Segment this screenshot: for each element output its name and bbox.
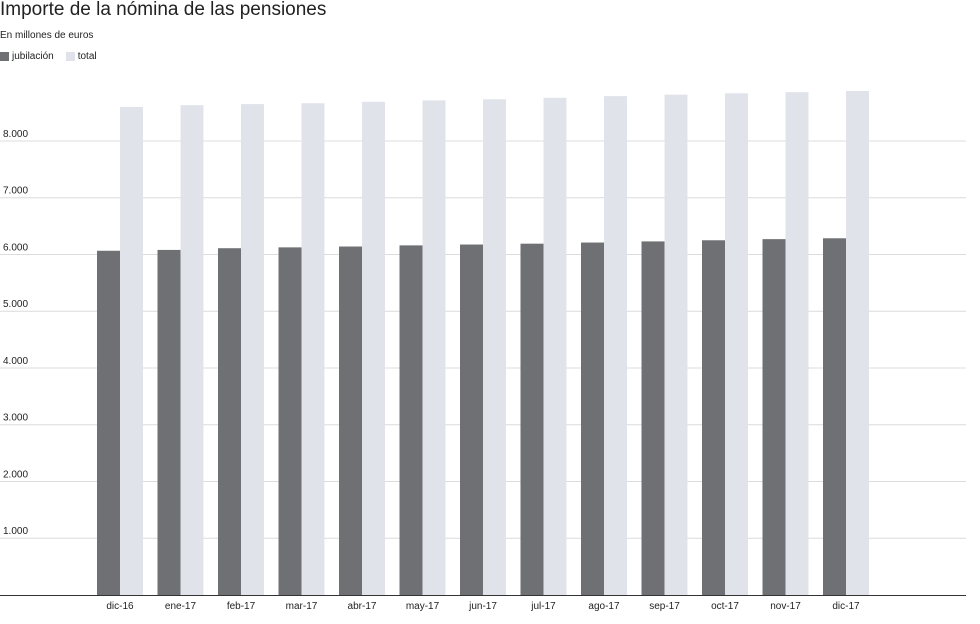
bar-jubilacion <box>520 243 544 596</box>
bar-jubilacion <box>762 239 786 595</box>
y-tick-label: 2.000 <box>3 469 28 480</box>
y-tick-label: 4.000 <box>3 356 28 367</box>
chart-legend: jubilación total <box>0 51 109 62</box>
bar-total <box>543 97 567 595</box>
bar-jubilacion <box>97 250 120 595</box>
legend-item-jubilacion: jubilación <box>0 51 54 62</box>
bar-jubilacion <box>339 246 362 595</box>
bar-total <box>120 106 143 595</box>
legend-swatch-jubilacion <box>0 52 9 61</box>
bar-total <box>725 93 748 596</box>
bar-total <box>301 103 325 596</box>
y-tick-label: 3.000 <box>3 413 28 424</box>
bar-jubilacion <box>702 240 725 595</box>
y-tick-label: 7.000 <box>3 186 28 197</box>
y-tick-label: 5.000 <box>3 299 28 310</box>
bar-total <box>483 99 506 595</box>
bar-total <box>604 96 627 596</box>
bar-jubilacion <box>218 248 241 595</box>
x-tick-label: may-17 <box>406 601 440 612</box>
x-tick-label: feb-17 <box>227 601 256 612</box>
y-tick-label: 8.000 <box>3 129 28 140</box>
axis-layer: 1.000 2.000 3.000 4.000 5.000 6.000 7.000 8.000… <box>0 129 966 612</box>
bar-jubilacion <box>157 249 181 595</box>
bar-total <box>664 94 688 596</box>
x-tick-label: jul-17 <box>530 601 556 612</box>
x-tick-label: dic-17 <box>832 601 860 612</box>
bar-total <box>846 91 869 595</box>
bar-jubilacion <box>823 238 846 595</box>
x-tick-label: oct-17 <box>711 601 739 612</box>
chart-title: Importe de la nómina de las pensiones <box>0 0 327 20</box>
bar-total <box>422 100 446 595</box>
bar-total <box>180 105 204 596</box>
bar-jubilacion <box>399 245 423 596</box>
x-tick-label: dic-16 <box>106 601 134 612</box>
bar-jubilacion <box>641 241 665 596</box>
x-tick-label: jun-17 <box>468 601 497 612</box>
legend-swatch-total <box>65 52 75 61</box>
y-tick-label: 6.000 <box>3 242 28 253</box>
x-tick-label: mar-17 <box>286 601 318 612</box>
bar-jubilacion <box>460 244 483 595</box>
bar-total <box>785 92 809 595</box>
x-tick-label: abr-17 <box>348 601 377 612</box>
bar-total <box>241 104 264 596</box>
bar-layer <box>97 91 869 596</box>
bar-total <box>362 101 385 595</box>
bar-jubilacion <box>581 242 604 596</box>
x-tick-label: ago-17 <box>588 601 620 612</box>
x-tick-label: ene-17 <box>165 601 197 612</box>
x-tick-label: nov-17 <box>770 601 801 612</box>
chart-subtitle: En millones de euros <box>0 30 94 41</box>
y-tick-label: 1.000 <box>3 526 28 537</box>
legend-label-jubilacion: jubilación <box>12 51 54 62</box>
x-tick-label: sep-17 <box>649 601 680 612</box>
legend-label-total: total <box>77 51 97 62</box>
legend-item-total: total <box>65 51 97 62</box>
bar-jubilacion <box>278 247 302 595</box>
